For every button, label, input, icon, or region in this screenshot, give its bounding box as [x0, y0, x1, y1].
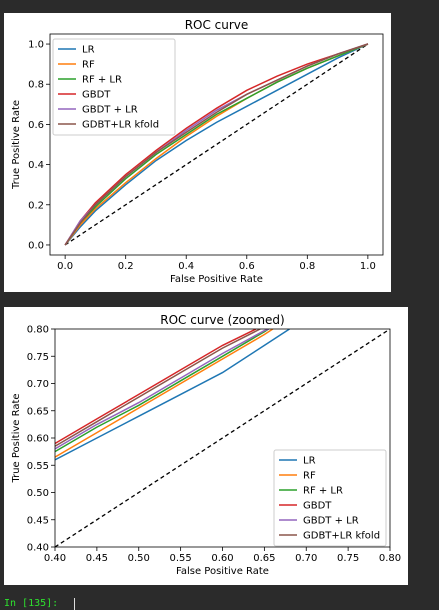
x-tick-label: 0.65 — [253, 553, 275, 564]
x-tick-label: 0.45 — [86, 553, 108, 564]
y-tick-label: 0.45 — [27, 515, 49, 526]
roc-chart-panel: ROC curve 0.0 0.2 0.4 0.6 0.8 1.0 0.0 0.2 0.4 0.6 0… — [4, 13, 391, 292]
plot-area — [55, 329, 390, 547]
legend-label-5: GBDT + LR — [303, 516, 359, 527]
y-tick-label: 0.8 — [28, 80, 44, 91]
notebook-input-prompt: In [135]: — [4, 598, 59, 609]
roc-zoomed-chart: ROC curve (zoomed) 0.40 0.45 0.50 0.55 0.60 0.… — [11, 313, 401, 577]
plot-area — [64, 43, 369, 246]
plot-frame — [49, 33, 384, 256]
text-cursor[interactable] — [74, 598, 75, 610]
x-tick-label: 0.50 — [128, 553, 150, 564]
legend-label-4: GBDT — [82, 90, 111, 101]
legend-label-1: LR — [82, 45, 95, 56]
x-tick-label: 0.4 — [178, 261, 194, 272]
y-axis-label: True Positive Rate — [11, 393, 22, 483]
legend-label-2: RF — [303, 471, 316, 482]
y-tick-label: 0.55 — [27, 461, 49, 472]
x-tick-label: 0.8 — [299, 261, 315, 272]
legend-label-4: GBDT — [303, 501, 332, 512]
x-tick-label: 0.6 — [239, 261, 255, 272]
y-axis-label: True Positive Rate — [11, 100, 22, 190]
series-line-3 — [64, 43, 369, 246]
x-tick-label: 0.60 — [211, 553, 233, 564]
y-tick-label: 0.65 — [27, 406, 49, 417]
series-line-5 — [55, 329, 269, 450]
series-line-6 — [64, 43, 369, 246]
series-line-6 — [55, 329, 261, 447]
series-line-2 — [55, 329, 274, 458]
series-line-1 — [55, 329, 290, 461]
x-tick-label: 0.70 — [295, 553, 317, 564]
y-tick-label: 0.60 — [27, 434, 49, 445]
x-tick-label: 0.40 — [44, 553, 66, 564]
roc-chart: ROC curve 0.0 0.2 0.4 0.6 0.8 1.0 0.0 0.2 0.4 0.6 0… — [11, 18, 384, 285]
y-tick-label: 0.6 — [28, 120, 44, 131]
chart-title: ROC curve (zoomed) — [160, 313, 284, 327]
legend-box — [52, 38, 176, 136]
y-tick-label: 0.80 — [27, 325, 49, 336]
y-tick-label: 0.70 — [27, 379, 49, 390]
diagonal-reference-line — [64, 43, 369, 246]
legend-label-6: GDBT+LR kfold — [303, 531, 380, 542]
series-line-1 — [64, 43, 369, 246]
series-line-3 — [55, 329, 270, 453]
legend-label-6: GDBT+LR kfold — [82, 120, 159, 131]
legend-label-5: GBDT + LR — [82, 105, 138, 116]
series-line-4 — [64, 43, 369, 246]
x-axis-label: False Positive Rate — [176, 566, 269, 577]
legend-label-3: RF + LR — [82, 75, 122, 86]
x-tick-label: 0.80 — [379, 553, 401, 564]
legend-box — [273, 449, 387, 547]
legend-label-1: LR — [303, 456, 316, 467]
y-tick-label: 0.40 — [27, 543, 49, 554]
series-line-4 — [55, 329, 257, 445]
y-tick-label: 0.4 — [28, 160, 44, 171]
y-tick-label: 0.75 — [27, 352, 49, 363]
x-tick-label: 0.2 — [118, 261, 134, 272]
y-tick-label: 0.50 — [27, 488, 49, 499]
x-tick-label: 0.0 — [57, 261, 73, 272]
x-tick-label: 0.55 — [169, 553, 191, 564]
legend-label-2: RF — [82, 60, 95, 71]
y-tick-label: 0.0 — [28, 240, 44, 251]
x-tick-label: 0.75 — [337, 553, 359, 564]
y-tick-label: 1.0 — [28, 40, 44, 51]
x-axis-label: False Positive Rate — [170, 274, 263, 285]
y-tick-label: 0.2 — [28, 200, 44, 211]
x-tick-label: 1.0 — [360, 261, 376, 272]
roc-zoomed-chart-panel: ROC curve (zoomed) 0.40 0.45 0.50 0.55 0.60 0.… — [4, 307, 408, 585]
chart-title: ROC curve — [185, 18, 249, 32]
diagonal-reference-line — [55, 329, 390, 547]
legend-label-3: RF + LR — [303, 486, 343, 497]
